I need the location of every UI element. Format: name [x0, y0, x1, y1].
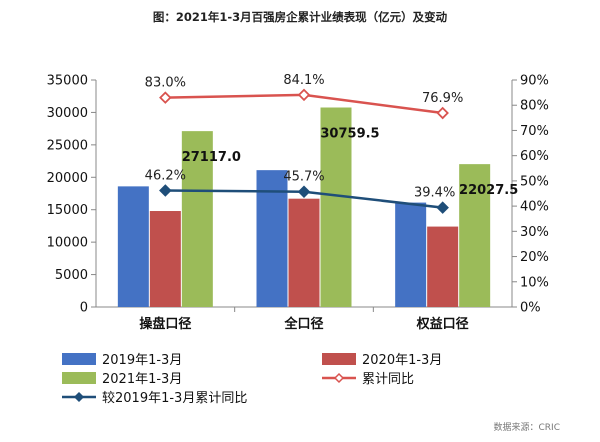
y-left-tick-label: 0 [80, 301, 88, 316]
legend-label: 累计同比 [362, 372, 414, 387]
y-left-tick-label: 10000 [47, 236, 88, 251]
y-right-tick-label: 0% [520, 301, 541, 316]
line-marker [436, 106, 449, 120]
bar [288, 198, 320, 307]
legend-swatch [62, 353, 96, 365]
line-marker [159, 91, 172, 104]
bar-value-label: 27117.0 [182, 150, 241, 165]
x-category-label: 全口径 [283, 316, 323, 332]
y-right-tick-label: 80% [520, 99, 549, 114]
legend-swatch [62, 372, 96, 384]
x-category-label: 操盘口径 [139, 316, 191, 332]
line-marker [297, 185, 311, 199]
bar [320, 107, 352, 307]
y-left-tick-label: 25000 [47, 138, 88, 153]
legend-label: 2019年1-3月 [102, 353, 182, 368]
legend-label: 较2019年1-3月累计同比 [102, 391, 247, 406]
bar-value-label: 30759.5 [320, 127, 379, 142]
bar [395, 202, 427, 307]
y-left-tick-label: 5000 [55, 268, 88, 283]
y-right-tick-label: 40% [520, 200, 549, 215]
legend-label: 2021年1-3月 [102, 372, 182, 387]
chart-title: 图：2021年1-3月百强房企累计业绩表现（亿元）及变动 [153, 10, 448, 24]
line-marker [159, 184, 172, 197]
x-category-label: 权益口径 [416, 316, 469, 332]
bar [256, 170, 288, 307]
data-labels: 27117.0 30759.5 22027.5 83.0% 84.1% 76.9% 46.2… [145, 73, 519, 201]
axes: 0 5000 10000 15000 20000 25000 30000 35000 0% 10%… [47, 74, 549, 333]
bar [181, 131, 213, 307]
y-left-tick-label: 35000 [47, 74, 88, 89]
legend-marker [333, 372, 345, 384]
y-right-tick-label: 70% [520, 124, 549, 139]
line-marker [436, 201, 449, 214]
y-right-tick-label: 30% [520, 225, 549, 240]
y-left-tick-label: 15000 [47, 203, 88, 218]
bar [117, 186, 149, 307]
y-right-tick-label: 10% [520, 275, 549, 290]
line-value-label: 39.4% [414, 186, 455, 201]
y-left-tick-label: 20000 [47, 171, 88, 186]
y-right-tick-label: 20% [520, 250, 549, 265]
bar-value-label: 22027.5 [459, 183, 518, 198]
y-right-tick-label: 50% [520, 174, 549, 189]
line-value-label: 45.7% [283, 170, 324, 185]
source-note: 数据来源：CRIC [494, 421, 560, 433]
legend-swatch [322, 353, 356, 365]
line-marker [297, 88, 311, 102]
line-value-label: 46.2% [145, 168, 186, 183]
bar [427, 226, 459, 307]
line-value-label: 76.9% [422, 91, 463, 106]
y-right-tick-label: 60% [520, 149, 549, 164]
y-left-tick-label: 30000 [47, 106, 88, 121]
legend-marker [73, 391, 85, 403]
bars [117, 107, 491, 307]
line-value-label: 84.1% [283, 73, 324, 88]
y-right-tick-label: 90% [520, 74, 549, 89]
bar [459, 164, 491, 307]
bar [149, 211, 181, 307]
lines [159, 88, 449, 214]
legend-label: 2020年1-3月 [362, 353, 442, 368]
legend: 2019年1-3月 2020年1-3月 2021年1-3月 累计同比较2019年1-3… [62, 353, 442, 406]
line-value-label: 83.0% [145, 76, 186, 91]
